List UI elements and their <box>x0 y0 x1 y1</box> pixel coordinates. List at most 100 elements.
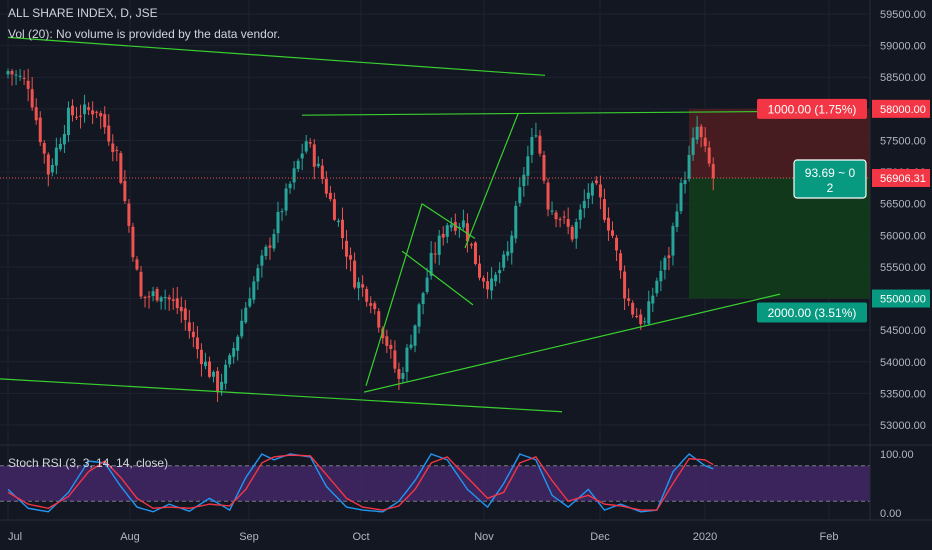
stop-loss-label-bg[interactable] <box>757 98 867 119</box>
stop-loss-label[interactable]: 1000.00 (1.75%) <box>768 102 857 116</box>
price-tick-label: 59500.00 <box>880 9 926 21</box>
candle-body <box>115 149 119 151</box>
candle-body <box>453 221 457 231</box>
candle-body <box>473 242 477 264</box>
candle-body <box>502 254 506 268</box>
candle-body <box>425 277 429 293</box>
candle-body <box>687 154 691 179</box>
take-profit-label-bg[interactable] <box>757 302 867 323</box>
candle-body <box>675 211 679 227</box>
candle-body <box>695 126 699 140</box>
candle-body <box>151 291 155 297</box>
candle-body <box>522 174 526 187</box>
trendline-flag-left[interactable] <box>365 203 423 386</box>
take-profit-label[interactable]: 2000.00 (3.51%) <box>768 306 857 320</box>
time-tick-label: Dec <box>590 531 610 543</box>
candle-body <box>530 137 534 155</box>
risk-reward-label[interactable]: 93.69 ~ 0 <box>805 166 856 180</box>
stop-axis-tag <box>872 99 930 118</box>
time-tick-label: Sep <box>239 531 259 543</box>
candle-body <box>494 274 498 282</box>
chart-title: ALL SHARE INDEX, D, JSE <box>8 6 158 20</box>
trendline-breakout[interactable] <box>464 113 519 249</box>
risk-reward-label-bg[interactable] <box>793 159 867 199</box>
candle-body <box>349 255 353 260</box>
candle-body <box>437 235 441 255</box>
price-tick-label: 53500.00 <box>880 388 926 400</box>
position-labels[interactable]: 1000.00 (1.75%) 2000.00 (3.51%) 93.69 ~ 02… <box>757 98 930 323</box>
candle-body <box>490 278 494 291</box>
grid <box>0 0 932 520</box>
candle-body <box>171 299 175 301</box>
candle-body <box>518 187 522 204</box>
candle-body <box>75 116 79 118</box>
candles <box>0 68 870 402</box>
candle-body <box>361 284 365 288</box>
candle-body <box>679 182 683 212</box>
candle-body <box>252 281 256 300</box>
candle-body <box>212 371 216 377</box>
candle-body <box>300 153 304 159</box>
candle-body <box>10 71 14 75</box>
time-tick-label: 2020 <box>693 531 717 543</box>
candle-body <box>538 135 542 154</box>
candle-body <box>131 226 135 258</box>
candle-body <box>183 308 187 320</box>
candle-body <box>365 288 369 302</box>
candle-body <box>332 199 336 220</box>
candle-body <box>707 147 711 164</box>
candle-body <box>461 220 465 228</box>
candle-body <box>635 315 639 318</box>
candle-body <box>602 199 606 220</box>
trendline-flag-top[interactable] <box>421 203 476 239</box>
candle-body <box>340 219 344 238</box>
candle-body <box>316 163 320 167</box>
price-tick-label: 59000.00 <box>880 41 926 53</box>
candle-body <box>18 75 22 77</box>
candle-body <box>554 212 558 220</box>
candle-body <box>264 246 268 257</box>
candle-body <box>159 297 163 302</box>
candle-body <box>486 281 490 290</box>
candle-body <box>260 255 264 266</box>
candle-body <box>167 297 171 300</box>
trendline-resistance[interactable] <box>301 110 791 116</box>
candle-body <box>256 268 260 282</box>
last-price-tag <box>872 169 930 188</box>
candle-body <box>373 303 377 310</box>
stoch-rsi-title: Stoch RSI (3, 3, 14, 14, close) <box>8 456 169 470</box>
stoch-d-line <box>7 454 714 511</box>
candle-body <box>578 209 582 220</box>
candle-body <box>590 183 594 196</box>
candle-body <box>385 336 389 346</box>
candle-body <box>79 115 83 117</box>
candle-body <box>647 301 651 324</box>
candle-body <box>199 349 203 365</box>
trendline-lower-channel[interactable] <box>0 378 563 413</box>
candle-body <box>514 205 518 239</box>
candle-body <box>179 306 183 312</box>
trendline-support[interactable] <box>363 293 781 393</box>
candle-body <box>38 117 42 143</box>
price-tick-label: 57500.00 <box>880 135 926 147</box>
last-price-tag-text: 56906.31 <box>880 173 926 185</box>
candle-body <box>62 133 66 145</box>
price-tick-label: 56000.00 <box>880 230 926 242</box>
candle-body <box>615 237 619 251</box>
candle-body <box>639 314 643 325</box>
candle-body <box>187 322 191 332</box>
candle-body <box>627 298 631 301</box>
candle-body <box>586 192 590 199</box>
risk-reward-label-line2[interactable]: 2 <box>827 181 834 195</box>
candle-body <box>103 114 107 128</box>
candle-body <box>711 164 715 179</box>
candle-body <box>598 184 602 198</box>
trendline-flag-bottom[interactable] <box>401 250 474 306</box>
candle-body <box>546 182 550 210</box>
candle-body <box>280 211 284 213</box>
stoch-rsi-pane <box>0 453 870 513</box>
trendline-upper-channel[interactable] <box>7 36 546 76</box>
candle-body <box>272 233 276 249</box>
candle-body <box>542 155 546 181</box>
